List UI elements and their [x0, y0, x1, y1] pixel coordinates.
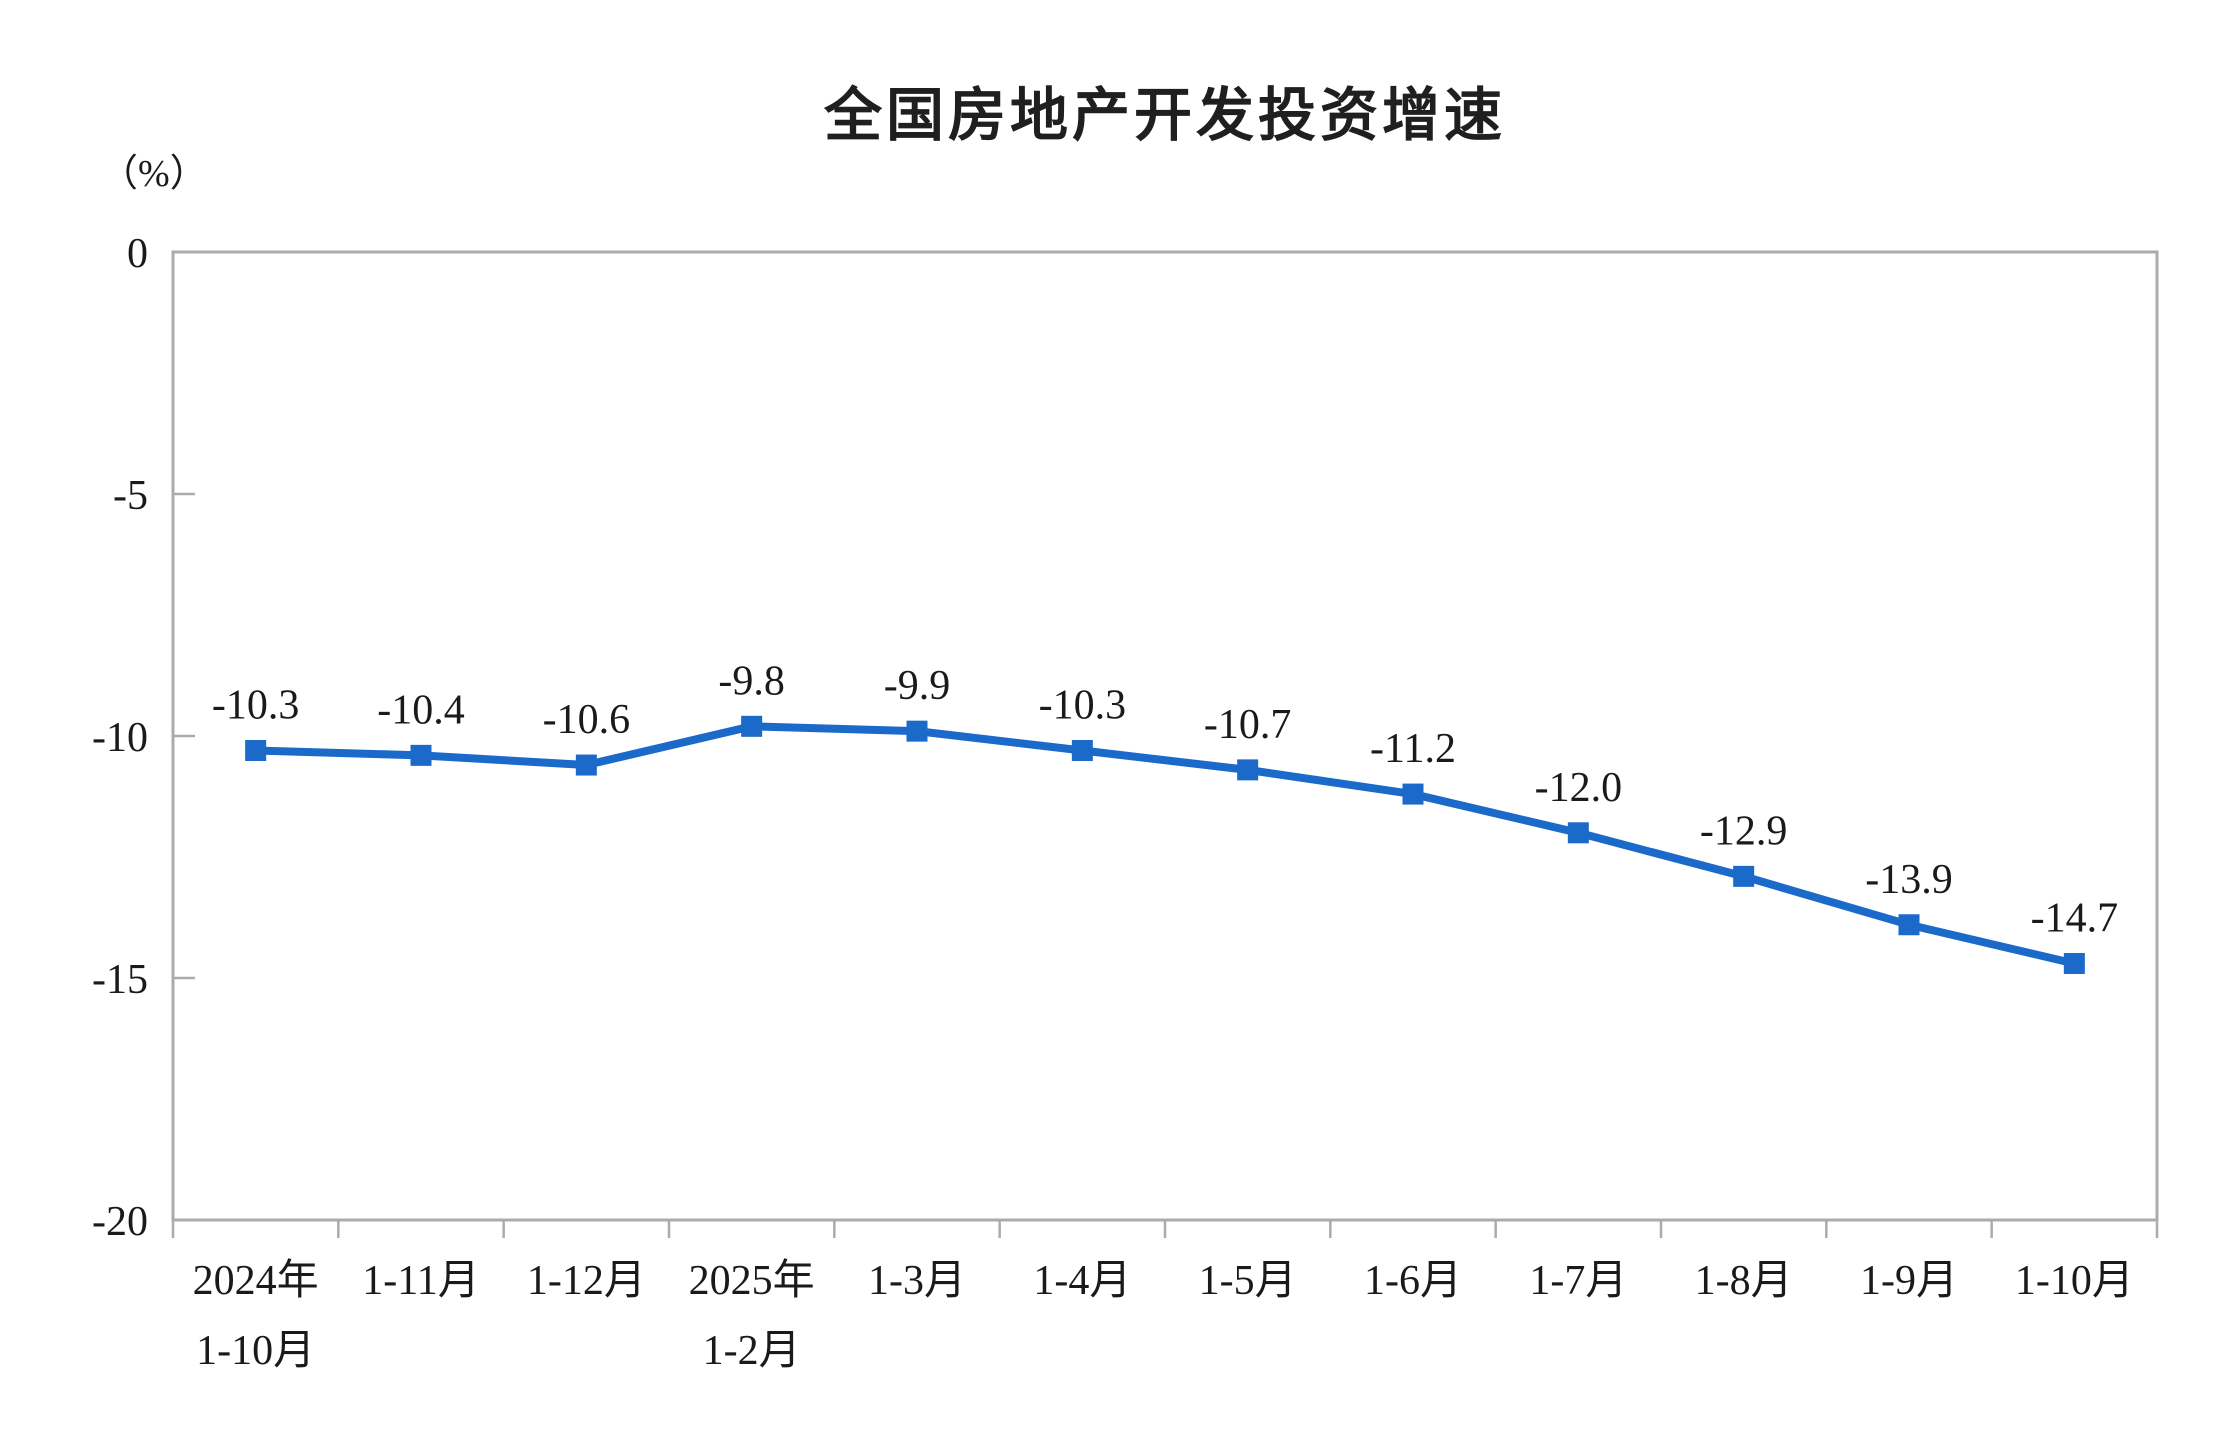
x-axis-tick-label: 2024年 [193, 1257, 319, 1304]
y-axis-tick-label: 0 [127, 231, 148, 277]
data-point-marker [245, 740, 267, 762]
y-axis-unit-label: （%） [100, 153, 208, 195]
data-label: -9.8 [718, 658, 785, 704]
chart-title: 全国房地产开发投资增速 [823, 83, 1506, 148]
x-axis-tick-label: 1-8月 [1695, 1258, 1793, 1304]
data-point-marker [1733, 865, 1755, 887]
x-axis-tick-label: 1-12月 [527, 1258, 646, 1304]
y-axis-tick-label: -15 [92, 957, 148, 1003]
data-point-marker [1237, 759, 1259, 781]
x-axis-tick-label: 1-11月 [362, 1258, 479, 1304]
x-axis-tick-label: 1-7月 [1529, 1258, 1627, 1304]
data-point-marker [1402, 783, 1424, 805]
x-axis-tick-label: 1-4月 [1033, 1258, 1131, 1304]
data-label: -10.6 [543, 697, 631, 743]
data-label: -10.7 [1204, 702, 1292, 748]
data-label: -11.2 [1370, 726, 1456, 772]
data-label: -12.9 [1700, 808, 1788, 854]
data-point-marker [1567, 822, 1589, 844]
data-point-marker [906, 720, 928, 742]
x-axis-tick-label: 2025年 [689, 1257, 815, 1304]
x-axis-tick-label: 1-10月 [2015, 1258, 2134, 1304]
y-axis-tick-label: -5 [113, 473, 148, 519]
x-axis-tick-label: 1-5月 [1199, 1258, 1297, 1304]
series-line [251, 722, 2079, 968]
data-label: -14.7 [2031, 895, 2119, 941]
x-axis-tick-label: 1-6月 [1364, 1258, 1462, 1304]
data-label: -12.0 [1535, 765, 1623, 811]
data-point-marker [410, 744, 432, 766]
x-axis-tick-label: 1-10月 [196, 1328, 315, 1374]
data-point-marker [741, 715, 763, 737]
plot-border [171, 250, 2159, 1222]
data-point-marker [575, 754, 597, 776]
data-point-marker [1071, 740, 1093, 762]
y-axis-tick-label: -20 [92, 1199, 148, 1245]
data-label: -13.9 [1865, 857, 1953, 903]
x-axis-tick-label: 1-2月 [703, 1328, 801, 1374]
data-label: -10.4 [377, 687, 465, 733]
data-point-marker [2063, 952, 2085, 974]
data-label: -9.9 [884, 663, 951, 709]
data-label: -10.3 [1039, 683, 1127, 729]
x-axis-tick-label: 1-9月 [1860, 1258, 1958, 1304]
x-axis-tick-label: 1-3月 [868, 1258, 966, 1304]
data-label: -10.3 [212, 683, 300, 729]
y-axis-tick-label: -10 [92, 715, 148, 761]
data-point-marker [1898, 914, 1920, 936]
